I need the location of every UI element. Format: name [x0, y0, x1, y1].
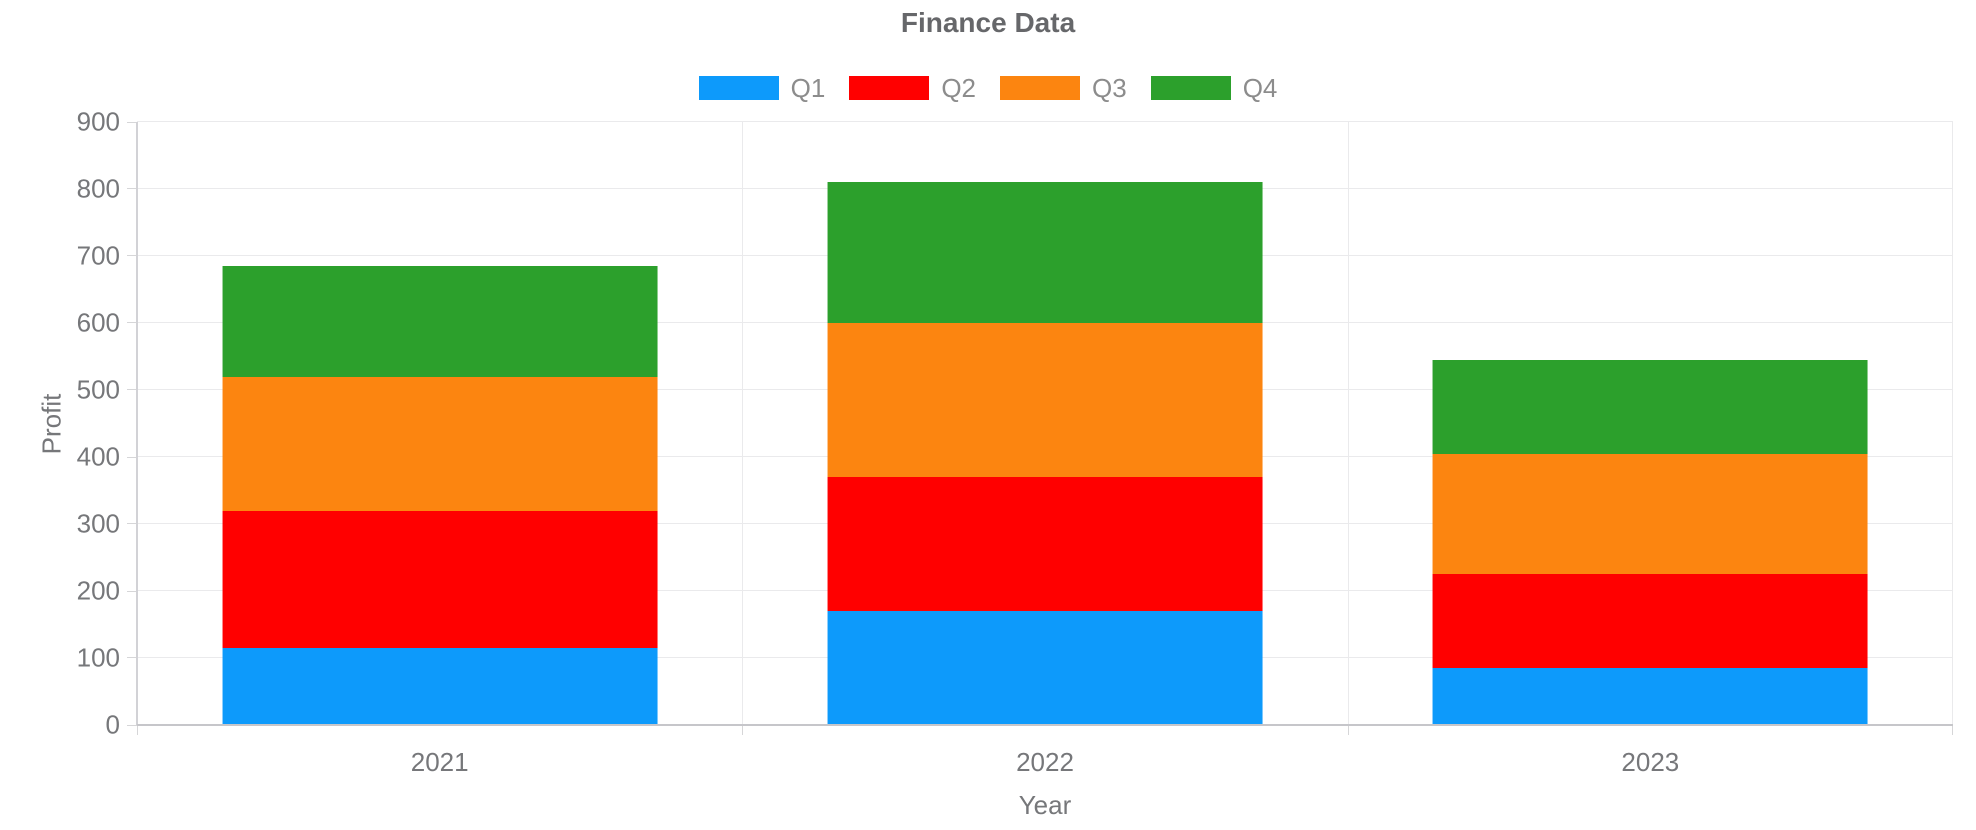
bar-segment-2021-q3[interactable]	[222, 376, 658, 511]
y-tick-label-900: 900	[76, 106, 120, 137]
legend-item-q3[interactable]: Q3	[1000, 75, 1127, 101]
y-tick-mark-700	[127, 255, 137, 257]
x-tick-mark-2	[1347, 725, 1349, 735]
y-tick-label-400: 400	[76, 441, 120, 472]
y-tick-mark-800	[127, 188, 137, 190]
x-axis-title: Year	[1018, 790, 1072, 820]
legend-label-q2: Q2	[941, 73, 976, 103]
y-tick-label-600: 600	[76, 307, 120, 338]
bar-segment-2021-q4[interactable]	[222, 266, 658, 377]
legend-swatch-q1	[698, 76, 779, 100]
x-tick-mark-0	[137, 725, 138, 735]
y-tick-mark-0	[127, 724, 137, 726]
x-tick-mark-3	[1952, 725, 1953, 735]
x-axis-line	[137, 724, 1953, 726]
x-tick-label-2021: 2021	[410, 747, 469, 777]
bar-segment-2023-q3[interactable]	[1432, 453, 1868, 575]
y-tick-label-800: 800	[76, 173, 120, 204]
y-tick-mark-500	[127, 389, 137, 391]
legend-label-q4: Q4	[1242, 73, 1278, 103]
x-tick-label-2022: 2022	[1016, 747, 1074, 777]
bar-segment-2023-q2[interactable]	[1432, 574, 1868, 669]
bar-segment-2021-q2[interactable]	[222, 510, 658, 648]
y-tick-label-200: 200	[76, 575, 120, 606]
y-axis-line	[136, 122, 138, 725]
chart-title: Finance Data	[900, 7, 1076, 38]
legend-label-q1: Q1	[790, 73, 826, 103]
y-tick-mark-400	[127, 456, 137, 458]
gridline-x-2	[1347, 122, 1349, 725]
y-tick-mark-300	[127, 523, 137, 525]
y-tick-mark-100	[127, 657, 137, 659]
y-tick-label-300: 300	[76, 508, 120, 539]
y-tick-label-0: 0	[105, 709, 120, 740]
y-tick-mark-600	[127, 322, 137, 324]
bar-segment-2022-q3[interactable]	[827, 323, 1263, 478]
bar-segment-2022-q1[interactable]	[827, 611, 1263, 725]
legend-item-q2[interactable]: Q2	[849, 75, 976, 101]
legend-swatch-q3	[1000, 76, 1080, 100]
gridline-x-3	[1952, 122, 1953, 725]
bar-segment-2021-q1[interactable]	[222, 647, 658, 725]
legend-label-q3: Q3	[1092, 73, 1127, 103]
bar-segment-2022-q2[interactable]	[827, 477, 1263, 612]
legend-item-q1[interactable]: Q1	[698, 73, 826, 103]
bar-segment-2023-q1[interactable]	[1432, 668, 1868, 725]
y-tick-mark-900	[127, 121, 137, 123]
y-tick-label-700: 700	[76, 240, 120, 271]
legend-item-q4[interactable]: Q4	[1150, 73, 1278, 103]
x-tick-mark-1	[742, 725, 744, 735]
x-tick-label-2023: 2023	[1621, 747, 1680, 777]
y-tick-label-100: 100	[76, 642, 120, 673]
y-tick-label-500: 500	[76, 374, 120, 405]
bar-segment-2022-q4[interactable]	[827, 182, 1263, 323]
gridline-x-1	[742, 122, 744, 725]
plot-area: 0 100 200 300 400 500 600 700 800 900 2021 2022 2023	[77, 107, 1953, 777]
chart-legend: Q1 Q2 Q3 Q4	[0, 74, 1976, 102]
legend-swatch-q4	[1150, 76, 1231, 100]
y-tick-mark-200	[127, 590, 137, 592]
y-axis-title: Profit	[36, 393, 67, 455]
bar-segment-2023-q4[interactable]	[1432, 359, 1868, 454]
gridline-y-900	[137, 121, 1953, 122]
legend-swatch-q2	[849, 76, 930, 100]
